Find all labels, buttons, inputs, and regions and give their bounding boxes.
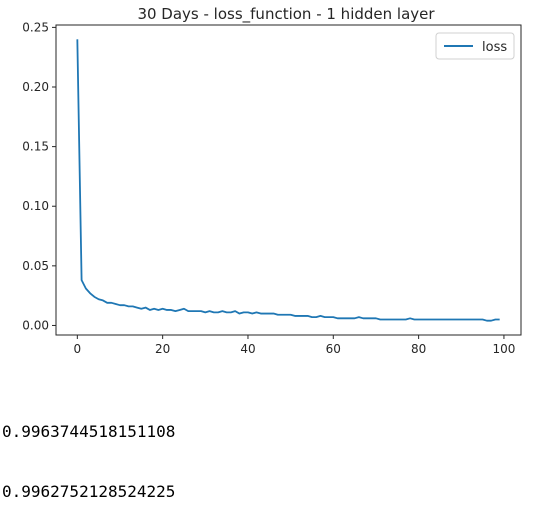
output-line-2: 0.9962752128524225 bbox=[2, 482, 175, 502]
series-line-loss bbox=[77, 39, 499, 320]
cell-output: 0.9963744518151108 0.9962752128524225 bbox=[2, 382, 175, 522]
x-axis: 0 20 40 60 80 100 bbox=[74, 335, 516, 356]
legend-label-loss: loss bbox=[482, 40, 507, 55]
legend: loss bbox=[436, 33, 514, 59]
series-layer bbox=[77, 39, 499, 320]
y-tick-label: 0.25 bbox=[22, 20, 49, 34]
y-tick-label: 0.05 bbox=[22, 259, 49, 273]
y-tick-label: 0.15 bbox=[22, 140, 49, 154]
loss-line-chart: 30 Days - loss_function - 1 hidden layer… bbox=[0, 0, 535, 380]
y-tick-label: 0.10 bbox=[22, 199, 49, 213]
chart-title: 30 Days - loss_function - 1 hidden layer bbox=[137, 5, 435, 24]
y-axis: 0.00 0.05 0.10 0.15 0.20 0.25 bbox=[22, 20, 56, 332]
x-tick-label: 20 bbox=[155, 342, 170, 356]
y-tick-label: 0.00 bbox=[22, 318, 49, 332]
plot-frame bbox=[56, 25, 521, 335]
x-tick-label: 60 bbox=[326, 342, 341, 356]
y-tick-label: 0.20 bbox=[22, 80, 49, 94]
x-tick-label: 40 bbox=[240, 342, 255, 356]
x-tick-label: 100 bbox=[492, 342, 515, 356]
output-line-1: 0.9963744518151108 bbox=[2, 422, 175, 442]
x-tick-label: 80 bbox=[411, 342, 426, 356]
x-tick-label: 0 bbox=[74, 342, 82, 356]
